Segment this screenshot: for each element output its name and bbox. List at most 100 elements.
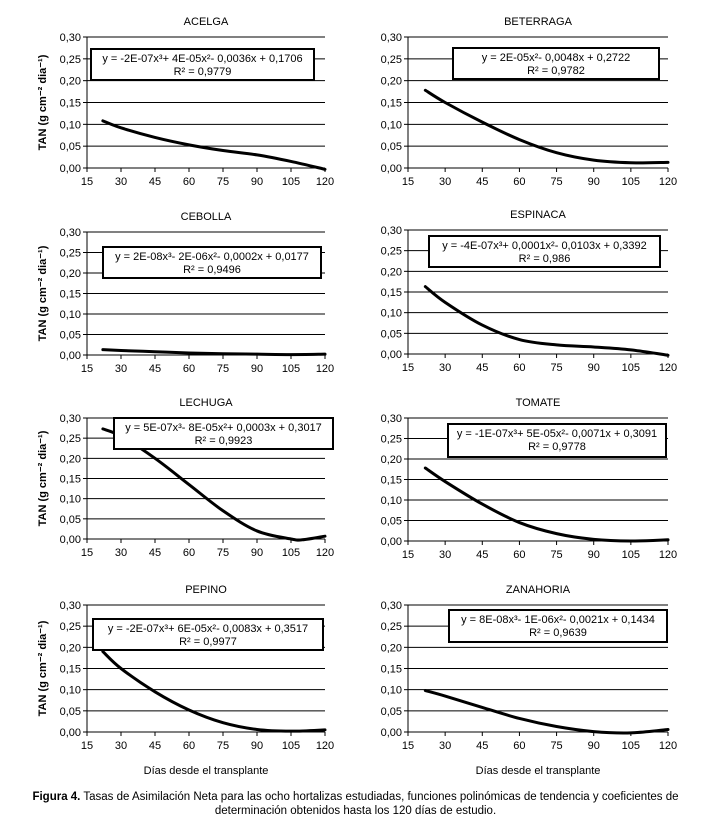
- y-tick-label: 0,10: [381, 685, 402, 697]
- x-tick-label: 60: [183, 176, 195, 188]
- y-tick-label: 0,10: [60, 685, 81, 697]
- equation-box: [448, 609, 668, 643]
- x-tick-label: 60: [183, 740, 195, 752]
- x-tick-label: 75: [550, 740, 562, 752]
- chart-title: ACELGA: [184, 16, 229, 28]
- x-tick-label: 15: [81, 740, 93, 752]
- y-tick-label: 0,00: [60, 163, 81, 175]
- chart-title: LECHUGA: [179, 397, 233, 409]
- y-tick-label: 0,10: [381, 308, 402, 320]
- equation-box: [447, 423, 667, 458]
- x-tick-label: 90: [251, 363, 263, 375]
- x-tick-label: 45: [149, 176, 161, 188]
- equation-text: y = 8E-08x³- 1E-06x²- 0,0021x + 0,1434: [461, 614, 655, 626]
- x-tick-label: 60: [183, 547, 195, 559]
- x-tick-label: 90: [588, 740, 600, 752]
- x-tick-label: 105: [622, 549, 640, 561]
- y-tick-label: 0,20: [60, 268, 81, 280]
- y-tick-label: 0,30: [381, 413, 402, 425]
- equation-text: y = -4E-07x³+ 0,0001x²- 0,0103x + 0,3392: [442, 240, 647, 252]
- y-tick-label: 0,30: [60, 32, 81, 44]
- y-tick-label: 0,10: [60, 119, 81, 131]
- r-squared-text: R² = 0,986: [519, 253, 571, 265]
- x-tick-label: 45: [149, 740, 161, 752]
- r-squared-text: R² = 0,9977: [179, 636, 237, 648]
- equation-box: [102, 246, 322, 279]
- equation-text: y = 2E-05x²- 0,0048x + 0,2722: [482, 52, 631, 64]
- x-tick-label: 105: [282, 363, 300, 375]
- y-tick-label: 0,25: [381, 621, 402, 633]
- chart-panel-acelga: ACELGA 0,00 0,05 0,10 0,15 0,20 0,25 0,30 15 30 45…: [37, 16, 334, 188]
- y-tick-label: 0,20: [60, 642, 81, 654]
- x-tick-label: 45: [476, 549, 488, 561]
- y-tick-label: 0,10: [60, 309, 81, 321]
- chart-title: PEPINO: [185, 584, 227, 596]
- x-tick-label: 120: [659, 176, 677, 188]
- x-tick-label: 30: [115, 363, 127, 375]
- x-tick-label: 120: [659, 549, 677, 561]
- x-tick-label: 75: [550, 176, 562, 188]
- x-tick-label: 105: [282, 740, 300, 752]
- chart-title: ZANAHORIA: [506, 584, 571, 596]
- y-tick-label: 0,10: [60, 494, 81, 506]
- trend-line: [101, 119, 327, 171]
- r-squared-text: R² = 0,9923: [195, 435, 253, 447]
- equation-text: y = -2E-07x³+ 6E-05x²- 0,0083x + 0,3517: [108, 623, 308, 635]
- x-tick-label: 30: [439, 549, 451, 561]
- x-tick-label: 90: [251, 547, 263, 559]
- x-axis-label: Días desde el transplante: [476, 765, 601, 777]
- x-tick-label: 60: [513, 362, 525, 374]
- x-tick-label: 30: [439, 176, 451, 188]
- x-tick-label: 60: [513, 176, 525, 188]
- x-tick-label: 30: [115, 547, 127, 559]
- x-tick-label: 15: [81, 176, 93, 188]
- y-tick-label: 0,25: [60, 54, 81, 66]
- y-tick-label: 0,20: [381, 266, 402, 278]
- x-tick-label: 30: [115, 740, 127, 752]
- x-tick-label: 75: [550, 549, 562, 561]
- r-squared-text: R² = 0,9496: [183, 264, 241, 276]
- x-tick-label: 15: [402, 362, 414, 374]
- x-tick-label: 120: [659, 362, 677, 374]
- x-tick-label: 15: [402, 549, 414, 561]
- chart-panel-cebolla: CEBOLLA 0,00 0,05 0,10 0,15 0,20 0,25 0,30 15 30 4…: [37, 211, 334, 375]
- y-tick-label: 0,30: [381, 225, 402, 237]
- trend-line: [423, 466, 670, 543]
- x-tick-label: 60: [513, 740, 525, 752]
- x-tick-label: 90: [588, 549, 600, 561]
- y-tick-label: 0,25: [381, 434, 402, 446]
- y-tick-label: 0,05: [381, 706, 402, 718]
- x-tick-label: 90: [588, 176, 600, 188]
- chart-title: TOMATE: [516, 397, 561, 409]
- x-tick-label: 45: [476, 740, 488, 752]
- caption-label: Figura 4.: [32, 791, 81, 803]
- equation-box: [90, 48, 315, 81]
- trend-line: [423, 285, 670, 357]
- y-tick-label: 0,05: [60, 141, 81, 153]
- y-tick-label: 0,20: [381, 642, 402, 654]
- chart-title: ESPINACA: [510, 209, 566, 221]
- y-tick-label: 0,25: [381, 54, 402, 66]
- y-tick-label: 0,20: [60, 453, 81, 465]
- x-tick-label: 90: [588, 362, 600, 374]
- y-tick-label: 0,00: [60, 534, 81, 546]
- x-tick-label: 45: [149, 547, 161, 559]
- x-tick-label: 15: [402, 740, 414, 752]
- x-tick-label: 75: [217, 740, 229, 752]
- y-tick-label: 0,25: [60, 433, 81, 445]
- y-tick-label: 0,00: [60, 350, 81, 362]
- trend-line: [101, 650, 327, 733]
- x-tick-label: 15: [402, 176, 414, 188]
- chart-title: BETERRAGA: [504, 16, 573, 28]
- x-tick-label: 120: [316, 363, 334, 375]
- y-tick-label: 0,05: [381, 141, 402, 153]
- x-tick-label: 15: [81, 547, 93, 559]
- y-axis-label: TAN (g cm⁻² dia⁻¹): [37, 245, 49, 341]
- y-tick-label: 0,20: [60, 76, 81, 88]
- r-squared-text: R² = 0,9782: [527, 65, 585, 77]
- equation-text: y = 2E-08x³- 2E-06x²- 0,0002x + 0,0177: [115, 251, 309, 263]
- x-tick-label: 45: [476, 176, 488, 188]
- x-tick-label: 90: [251, 176, 263, 188]
- x-tick-label: 30: [439, 740, 451, 752]
- y-tick-label: 0,10: [381, 119, 402, 131]
